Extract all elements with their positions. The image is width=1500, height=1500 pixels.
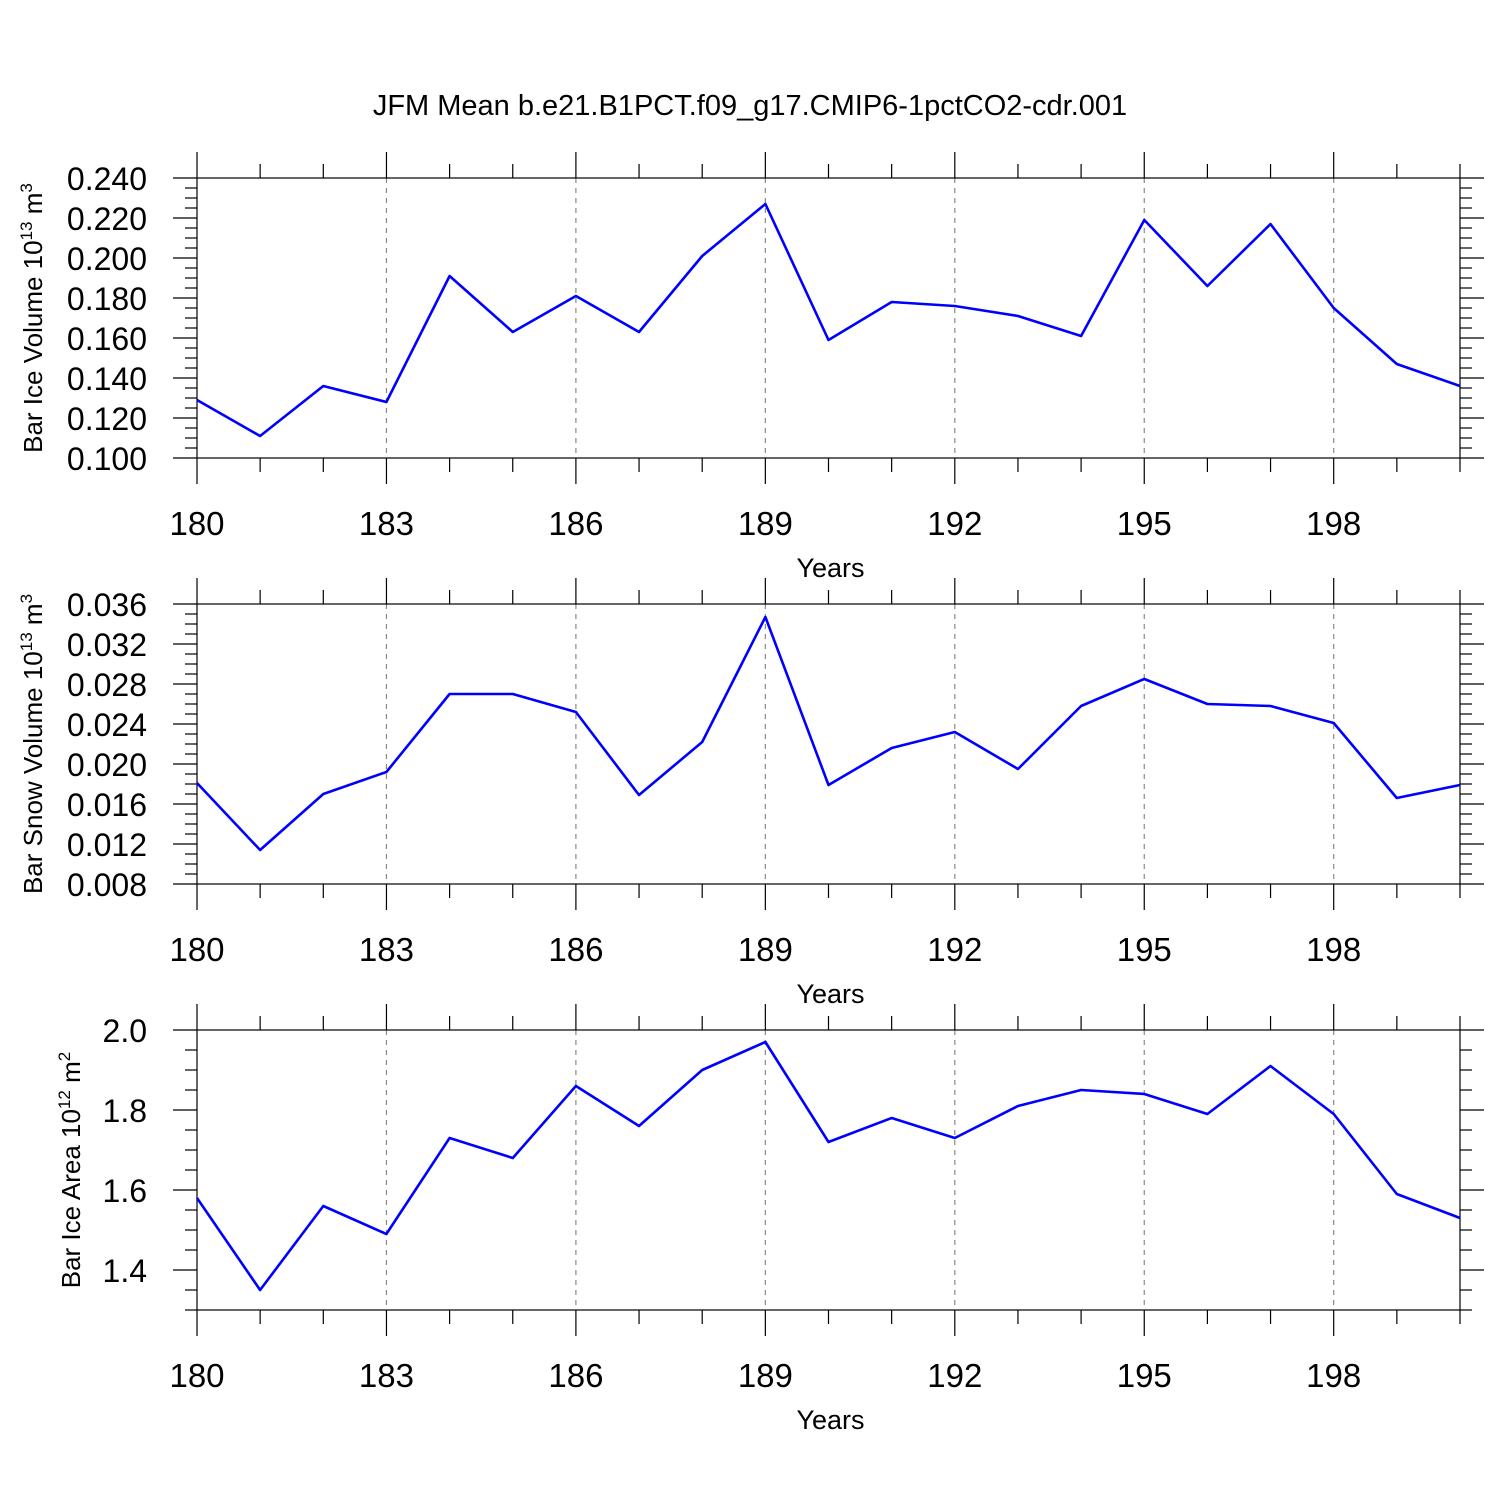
- x-tick-label: 195: [1117, 931, 1172, 968]
- panel-2: 180 183 186 189 192 195 198 0.008 0.012 0.016 0.02…: [17, 578, 1484, 1009]
- x-tick-label: 192: [927, 931, 982, 968]
- y-tick-label: 0.020: [67, 747, 147, 783]
- x-tick-label: 189: [738, 1357, 793, 1394]
- x-tick-label: 192: [927, 1357, 982, 1394]
- y-tick-label: 2.0: [103, 1013, 147, 1049]
- x-axis-label: Years: [796, 553, 864, 583]
- x-tick-label: 183: [359, 1357, 414, 1394]
- x-tick-label: 198: [1306, 1357, 1361, 1394]
- x-tick-label: 186: [548, 505, 603, 542]
- x-axis-label: Years: [796, 1405, 864, 1435]
- y-tick-label: 0.180: [67, 281, 147, 317]
- x-axis-label: Years: [796, 979, 864, 1009]
- y-tick-label: 0.028: [67, 667, 147, 703]
- x-tick-label: 180: [169, 1357, 224, 1394]
- y-tick-label: 0.160: [67, 321, 147, 357]
- y-tick-label: 0.240: [67, 161, 147, 197]
- panel-3: 180 183 186 189 192 195 198 1.4 1.6 1.8 2.0 Years Ba…: [55, 1004, 1484, 1435]
- y-tick-label: 0.032: [67, 627, 147, 663]
- y-axis-label-unit: m: [18, 603, 48, 632]
- y-tick-label: 1.8: [103, 1093, 147, 1129]
- y-tick-label: 0.012: [67, 827, 147, 863]
- x-tick-label: 195: [1117, 505, 1172, 542]
- y-axis-label: Bar Snow Volume 1013 m3: [17, 594, 48, 894]
- y-tick-label: 0.200: [67, 241, 147, 277]
- y-axis-label-unit-exponent: 3: [17, 594, 36, 603]
- y-tick-label: 0.100: [67, 441, 147, 477]
- y-axis-label: Bar Ice Volume 1013 m3: [17, 183, 48, 453]
- y-axis-label-exponent: 13: [17, 221, 36, 240]
- y-axis-label-text: Bar Ice Volume 10: [18, 240, 48, 452]
- y-tick-label: 0.140: [67, 361, 147, 397]
- x-tick-label: 183: [359, 931, 414, 968]
- x-tick-label: 186: [548, 1357, 603, 1394]
- x-tick-label: 192: [927, 505, 982, 542]
- y-tick-label: 1.6: [103, 1173, 147, 1209]
- y-axis-label: Bar Ice Area 1012 m2: [55, 1052, 86, 1289]
- y-axis-label-text: Bar Ice Area 10: [56, 1109, 86, 1288]
- series-line: [196, 202, 1461, 438]
- x-tick-label: 186: [548, 931, 603, 968]
- y-axis-label-unit-exponent: 3: [17, 183, 36, 192]
- series-line: [196, 615, 1461, 852]
- x-tick-label: 189: [738, 505, 793, 542]
- y-tick-label: 0.008: [67, 867, 147, 903]
- y-tick-label: 0.120: [67, 401, 147, 437]
- x-tick-label: 183: [359, 505, 414, 542]
- x-tick-label: 195: [1117, 1357, 1172, 1394]
- y-tick-label: 0.024: [67, 707, 147, 743]
- y-axis-label-unit-exponent: 2: [55, 1052, 74, 1061]
- x-tick-label: 189: [738, 931, 793, 968]
- x-tick-label: 198: [1306, 505, 1361, 542]
- x-tick-label: 180: [169, 505, 224, 542]
- x-tick-label: 198: [1306, 931, 1361, 968]
- chart-panels: 180 183 186 189 192 195 198 0.100 0.120 0.140 0.16…: [17, 152, 1484, 1435]
- y-tick-label: 0.036: [67, 587, 147, 623]
- y-axis-label-unit: m: [56, 1061, 86, 1090]
- chart-title: JFM Mean b.e21.B1PCT.f09_g17.CMIP6-1pctC…: [373, 90, 1127, 122]
- series-line: [195, 1040, 1461, 1292]
- y-axis-label-unit: m: [18, 193, 48, 222]
- panel-1: 180 183 186 189 192 195 198 0.100 0.120 0.140 0.16…: [17, 152, 1484, 583]
- y-axis-label-text: Bar Snow Volume 10: [18, 651, 48, 894]
- y-axis-label-exponent: 12: [55, 1090, 74, 1109]
- y-tick-label: 1.4: [103, 1253, 147, 1289]
- x-tick-label: 180: [169, 931, 224, 968]
- y-axis-label-exponent: 13: [17, 632, 36, 651]
- y-tick-label: 0.016: [67, 787, 147, 823]
- y-tick-label: 0.220: [67, 201, 147, 237]
